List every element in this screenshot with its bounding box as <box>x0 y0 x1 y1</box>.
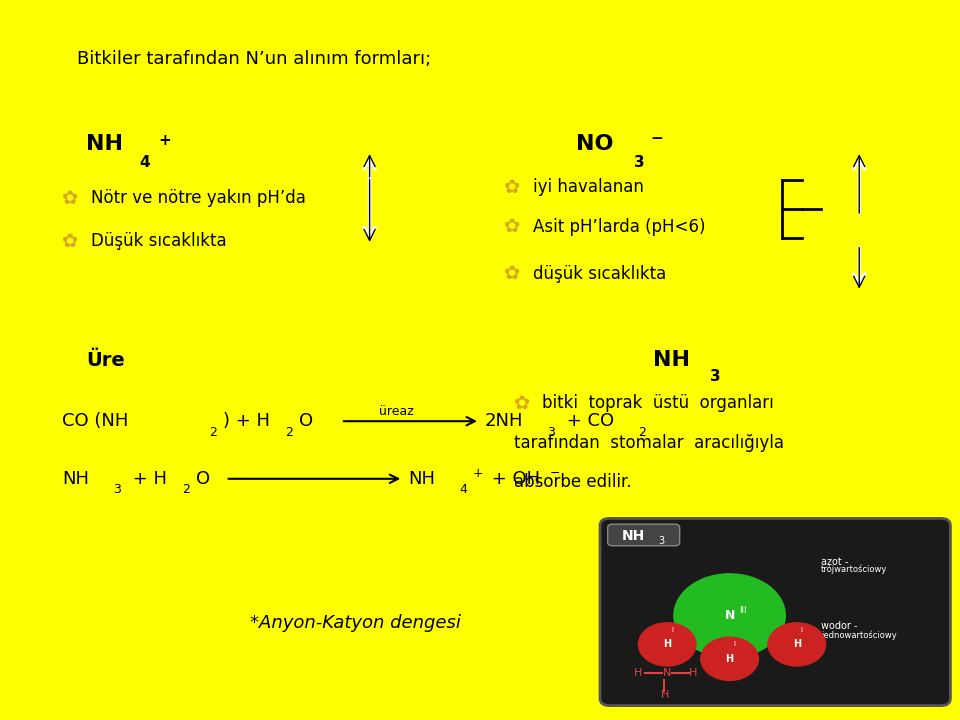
Text: ✿: ✿ <box>504 217 520 236</box>
Circle shape <box>768 623 826 666</box>
Text: NH: NH <box>408 470 435 488</box>
Text: 3: 3 <box>547 426 555 438</box>
Text: H: H <box>634 668 642 678</box>
Text: I: I <box>801 627 803 633</box>
Text: III: III <box>739 606 747 615</box>
Text: absorbe edilir.: absorbe edilir. <box>514 474 632 492</box>
Text: bitki  toprak  üstü  organları: bitki toprak üstü organları <box>542 395 774 412</box>
Text: trójwartościowy: trójwartościowy <box>821 564 887 574</box>
Text: N: N <box>662 668 671 678</box>
Text: O: O <box>196 470 210 488</box>
Text: ✿: ✿ <box>514 394 530 413</box>
Text: H: H <box>689 668 698 678</box>
Text: −: − <box>550 467 561 480</box>
Text: + H: + H <box>127 470 167 488</box>
Text: 3: 3 <box>634 155 644 169</box>
Text: I: I <box>671 627 673 633</box>
Text: Üre: Üre <box>86 351 125 369</box>
Text: +: + <box>158 133 171 148</box>
Circle shape <box>701 637 758 680</box>
FancyBboxPatch shape <box>608 524 680 546</box>
Text: 2NH: 2NH <box>485 412 523 431</box>
Circle shape <box>674 574 785 657</box>
Text: NH: NH <box>86 134 124 154</box>
Text: ) + H: ) + H <box>223 412 270 431</box>
Text: iyi havalanan: iyi havalanan <box>533 179 643 197</box>
Text: üreaz: üreaz <box>379 405 414 418</box>
Text: NH: NH <box>622 529 645 544</box>
Text: 3: 3 <box>710 369 721 384</box>
Text: H: H <box>660 690 669 700</box>
Text: azot -: azot - <box>821 557 849 567</box>
Text: 3: 3 <box>113 483 121 496</box>
Text: ✿: ✿ <box>504 178 520 197</box>
Text: *Anyon-Katyon dengesi: *Anyon-Katyon dengesi <box>250 613 461 632</box>
Text: H: H <box>726 654 733 664</box>
Text: düşük sıcaklıkta: düşük sıcaklıkta <box>533 265 666 283</box>
Text: +: + <box>472 467 483 480</box>
Text: Bitkiler tarafından N’un alınım formları;: Bitkiler tarafından N’un alınım formları… <box>77 50 431 68</box>
Text: Düşük sıcaklıkta: Düşük sıcaklıkta <box>91 232 227 251</box>
Text: N: N <box>725 609 734 622</box>
Text: NH: NH <box>653 350 690 370</box>
Text: CO (NH: CO (NH <box>62 412 129 431</box>
Text: NH: NH <box>62 470 89 488</box>
Text: + CO: + CO <box>561 412 613 431</box>
Text: tarafından  stomalar  aracılığıyla: tarafından stomalar aracılığıyla <box>514 433 783 452</box>
FancyBboxPatch shape <box>600 518 950 706</box>
Text: Asit pH’larda (pH<6): Asit pH’larda (pH<6) <box>533 217 706 236</box>
Text: wodor -: wodor - <box>821 621 857 631</box>
Circle shape <box>638 623 696 666</box>
Text: H: H <box>793 639 801 649</box>
Text: 4: 4 <box>139 155 150 169</box>
Text: ✿: ✿ <box>62 232 79 251</box>
Text: 2: 2 <box>285 426 293 438</box>
Text: O: O <box>299 412 313 431</box>
Text: NO: NO <box>576 134 613 154</box>
Text: ✿: ✿ <box>62 189 79 207</box>
Text: 3: 3 <box>659 536 664 546</box>
Text: I: I <box>733 642 735 647</box>
Text: 2: 2 <box>638 426 646 438</box>
Text: + OH: + OH <box>486 470 540 488</box>
Text: jednowartościowy: jednowartościowy <box>821 630 897 640</box>
Text: Nötr ve nötre yakın pH’da: Nötr ve nötre yakın pH’da <box>91 189 306 207</box>
Text: 2: 2 <box>182 483 190 496</box>
Text: 4: 4 <box>459 483 467 496</box>
Text: 2: 2 <box>209 426 217 438</box>
Text: −: − <box>651 131 663 145</box>
Text: H: H <box>663 639 671 649</box>
Text: ✿: ✿ <box>504 264 520 283</box>
